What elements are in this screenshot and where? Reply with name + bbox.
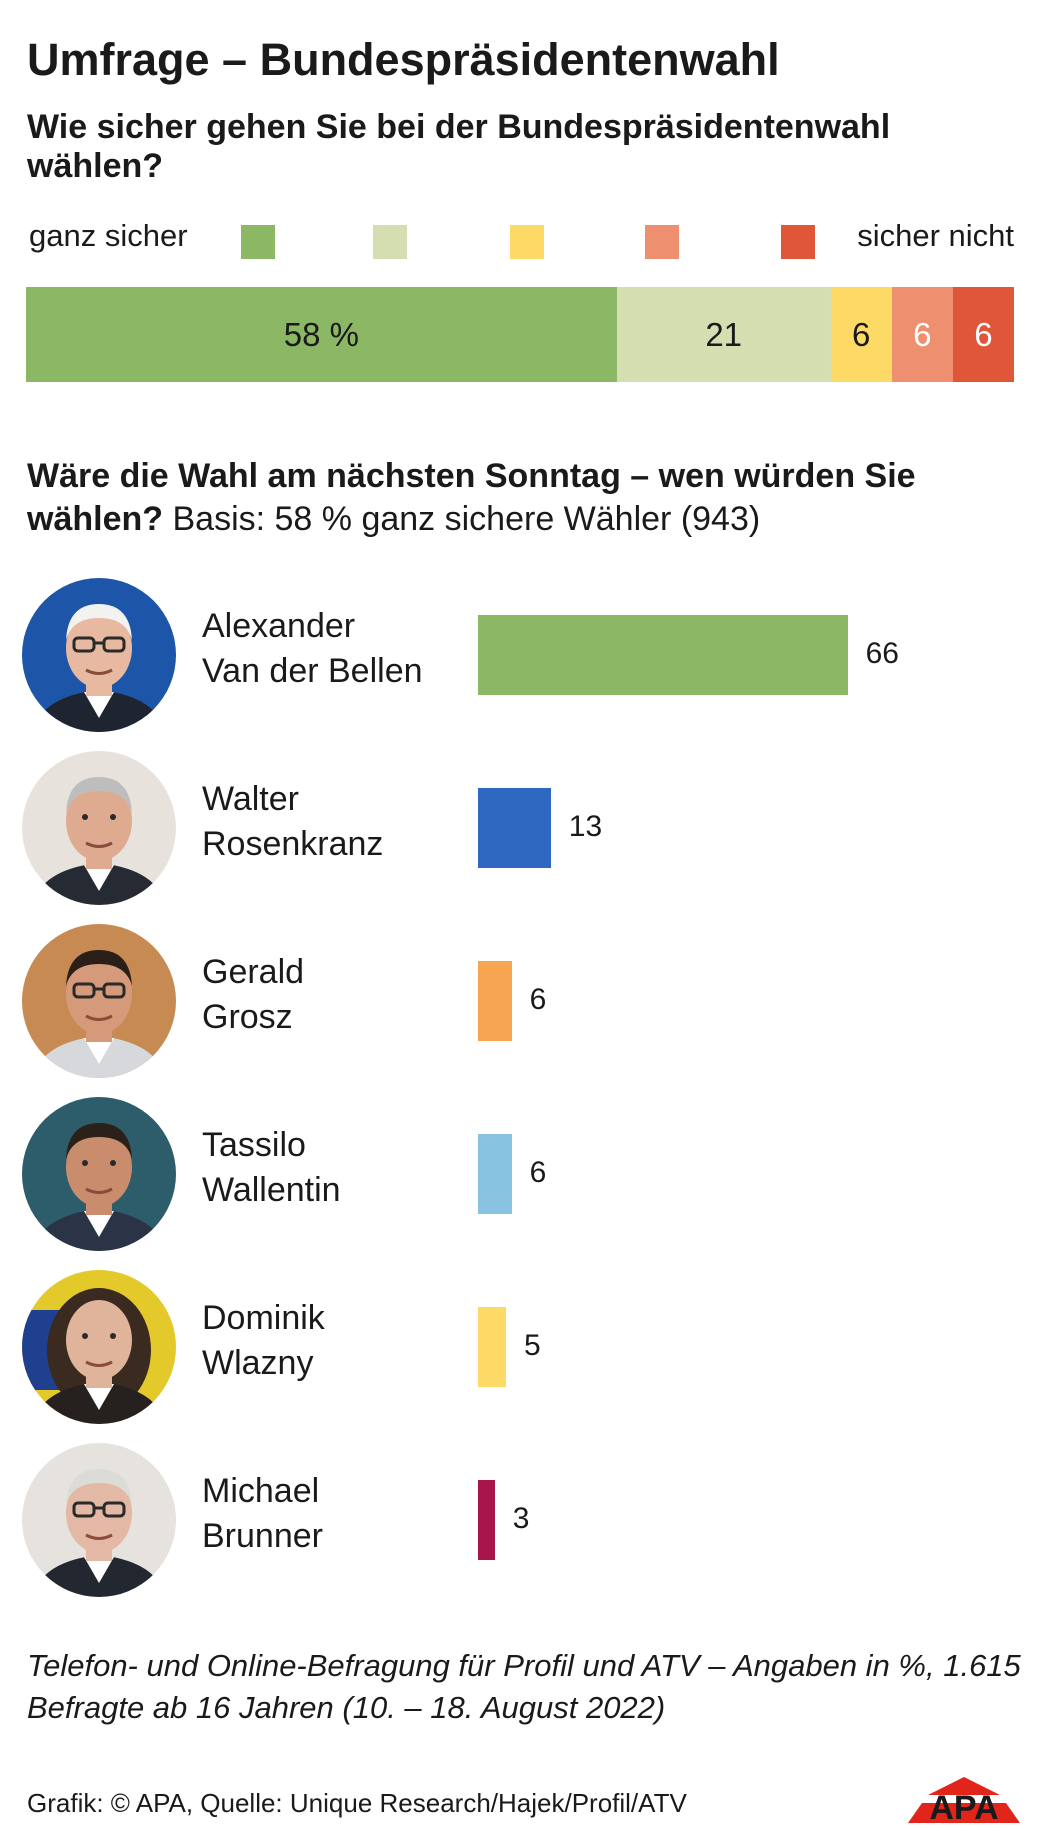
candidate-name: Rosenkranz — [202, 825, 384, 863]
portrait-grosz — [22, 924, 176, 1078]
question-certainty: Wie sicher gehen Sie bei der Bundespräsi… — [27, 108, 891, 185]
legend-swatch-certainly-not — [781, 225, 815, 259]
candidate-bar — [478, 1480, 495, 1560]
svg-text:APA: APA — [929, 1789, 998, 1825]
candidate-name: Walter — [202, 780, 299, 818]
candidate-value: 3 — [512, 1502, 530, 1535]
candidate-bar — [478, 1307, 506, 1387]
certainty-segment-0: 58 % — [26, 287, 617, 382]
candidate-name: Grosz — [202, 998, 293, 1036]
portrait-brunner — [22, 1443, 176, 1597]
certainty-stacked-bar: 58 % 21 6 6 6 — [26, 287, 1014, 382]
legend-label-right: sicher nicht — [857, 218, 1014, 253]
certainty-segment-label: 6 — [974, 315, 993, 353]
question-vote-basis: Basis: 58 % ganz sichere Wähler (943) — [163, 500, 761, 538]
source-credit: Grafik: © APA, Quelle: Unique Research/H… — [27, 1788, 687, 1818]
certainty-segment-1: 21 — [616, 287, 831, 382]
certainty-segment-label: 21 — [705, 315, 743, 353]
apa-logo: APA — [908, 1777, 1020, 1825]
certainty-segment-3: 6 — [891, 287, 953, 382]
footnote: Telefon- und Online-Befragung für Profil… — [27, 1648, 1021, 1725]
portrait-wlazny — [22, 1270, 176, 1424]
candidate-name: Wallentin — [202, 1171, 341, 1209]
legend-swatch-very-sure — [241, 225, 275, 259]
candidate-name: Van der Bellen — [202, 652, 423, 690]
candidate-bar — [478, 615, 848, 695]
candidate-value: 5 — [524, 1329, 541, 1362]
portrait-van-der-bellen — [22, 578, 176, 732]
candidate-name: Michael — [202, 1472, 320, 1510]
candidate-name: Dominik — [202, 1299, 325, 1337]
certainty-segment-2: 6 — [830, 287, 892, 382]
page-title: Umfrage – Bundespräsidentenwahl — [27, 34, 780, 85]
candidate-name: Brunner — [202, 1517, 323, 1555]
legend-swatch-rather-not — [645, 225, 679, 259]
certainty-segment-label: 6 — [852, 315, 871, 353]
legend-swatch-unsure — [510, 225, 544, 259]
candidate-name: Wlazny — [202, 1344, 314, 1382]
question-vote: Wäre die Wahl am nächsten Sonntag – wen … — [27, 455, 1017, 541]
candidate-value: 6 — [529, 983, 547, 1016]
certainty-segment-label: 58 % — [283, 315, 359, 353]
candidate-name: Alexander — [202, 607, 356, 645]
candidate-bar — [478, 788, 551, 868]
question-vote-bold: Wäre die Wahl am nächsten Sonntag – wen … — [27, 457, 916, 538]
portrait-wallentin — [22, 1097, 176, 1251]
certainty-segment-4: 6 — [952, 287, 1014, 382]
candidate-value: 13 — [568, 810, 603, 843]
certainty-segment-label: 6 — [913, 315, 932, 353]
candidate-name: Tassilo — [202, 1126, 306, 1164]
candidate-value: 66 — [865, 637, 899, 670]
legend-swatch-fairly-sure — [373, 225, 407, 259]
candidate-value: 6 — [529, 1156, 547, 1189]
candidate-name: Gerald — [202, 953, 305, 991]
candidate-bar — [478, 961, 512, 1041]
legend-label-left: ganz sicher — [29, 218, 188, 253]
portrait-rosenkranz — [22, 751, 176, 905]
candidate-bar — [478, 1134, 512, 1214]
